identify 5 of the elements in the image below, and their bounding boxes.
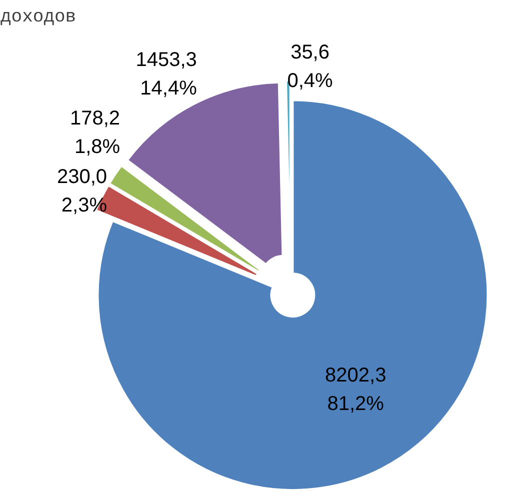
chart-title: доходов <box>0 8 76 28</box>
data-label: 8202,3 81,2% <box>325 364 386 416</box>
data-label: 1453,3 14,4% <box>136 49 198 100</box>
data-label: 35,6 0,4% <box>287 42 334 92</box>
data-label: 178,2 1,8% <box>70 108 120 158</box>
